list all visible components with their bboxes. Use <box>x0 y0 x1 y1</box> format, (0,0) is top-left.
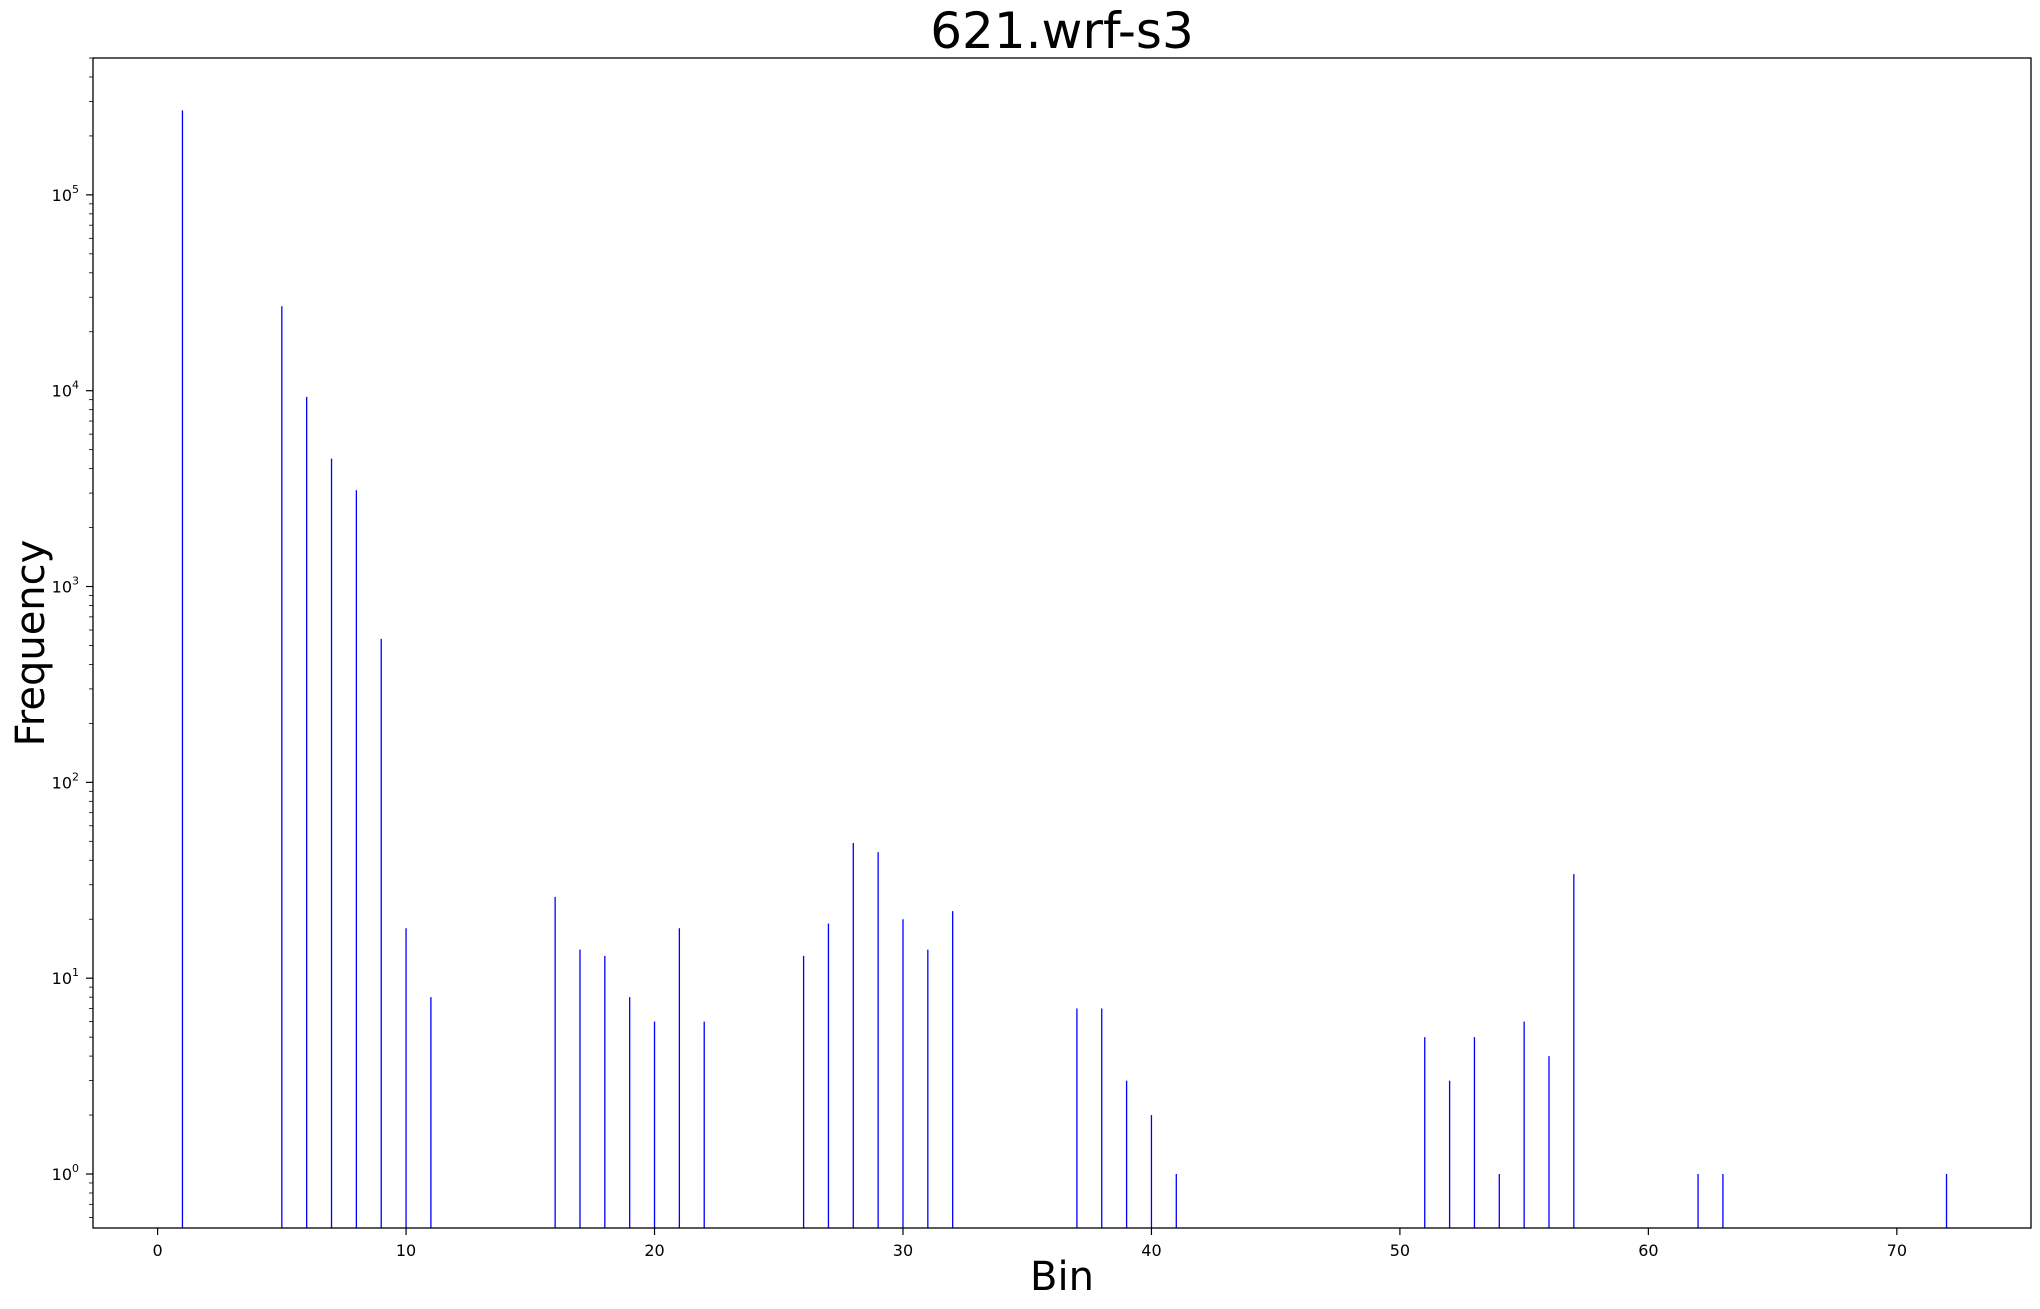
plot-frame <box>92 57 2032 1229</box>
x-axis-ticks: 0 10 20 30 40 50 60 70 <box>153 1228 1907 1260</box>
bars <box>181 110 1948 1228</box>
x-tick-label: 20 <box>644 1241 664 1260</box>
y-tick-label: 104 <box>52 379 79 401</box>
x-tick-label: 30 <box>893 1241 913 1260</box>
y-axis-label: Frequency <box>8 540 54 747</box>
x-tick-label: 10 <box>396 1241 416 1260</box>
x-tick-label: 70 <box>1887 1241 1907 1260</box>
y-tick-label: 100 <box>52 1162 79 1184</box>
x-tick-label: 40 <box>1141 1241 1161 1260</box>
x-tick-label: 50 <box>1390 1241 1410 1260</box>
y-axis-ticks: 100 101 102 103 104 105 <box>52 57 93 1218</box>
y-tick-label: 102 <box>52 770 79 792</box>
y-tick-label: 101 <box>52 966 79 988</box>
chart-title: 621.wrf-s3 <box>930 2 1194 60</box>
y-tick-label: 105 <box>52 183 79 205</box>
y-tick-label: 103 <box>52 575 79 597</box>
x-tick-label: 60 <box>1638 1241 1658 1260</box>
x-axis-label: Bin <box>1030 1254 1094 1300</box>
x-tick-label: 0 <box>153 1241 163 1260</box>
